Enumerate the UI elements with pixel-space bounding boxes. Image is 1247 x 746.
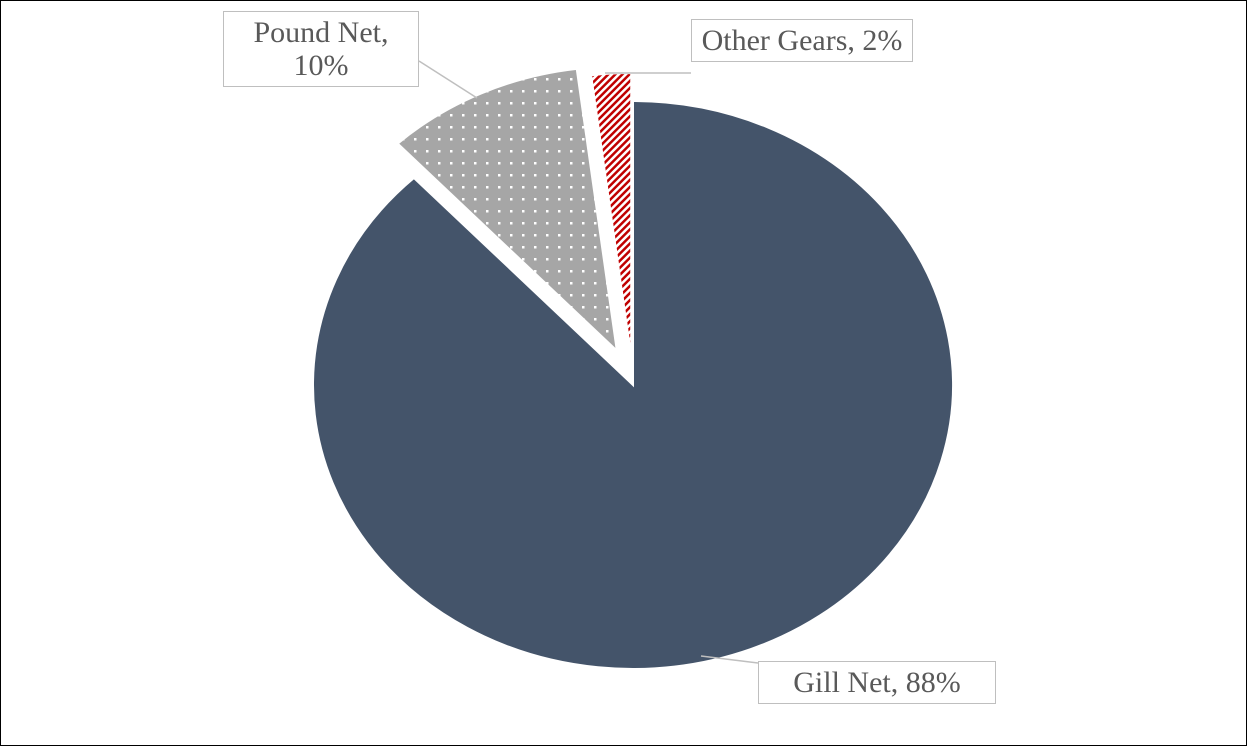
pie-slice bbox=[396, 67, 619, 354]
leader-lines bbox=[418, 60, 759, 664]
pie-slice bbox=[312, 99, 954, 670]
data-label: Other Gears, 2% bbox=[691, 19, 913, 62]
data-label: Gill Net, 88% bbox=[758, 661, 996, 704]
data-label: Pound Net, 10% bbox=[223, 11, 419, 87]
